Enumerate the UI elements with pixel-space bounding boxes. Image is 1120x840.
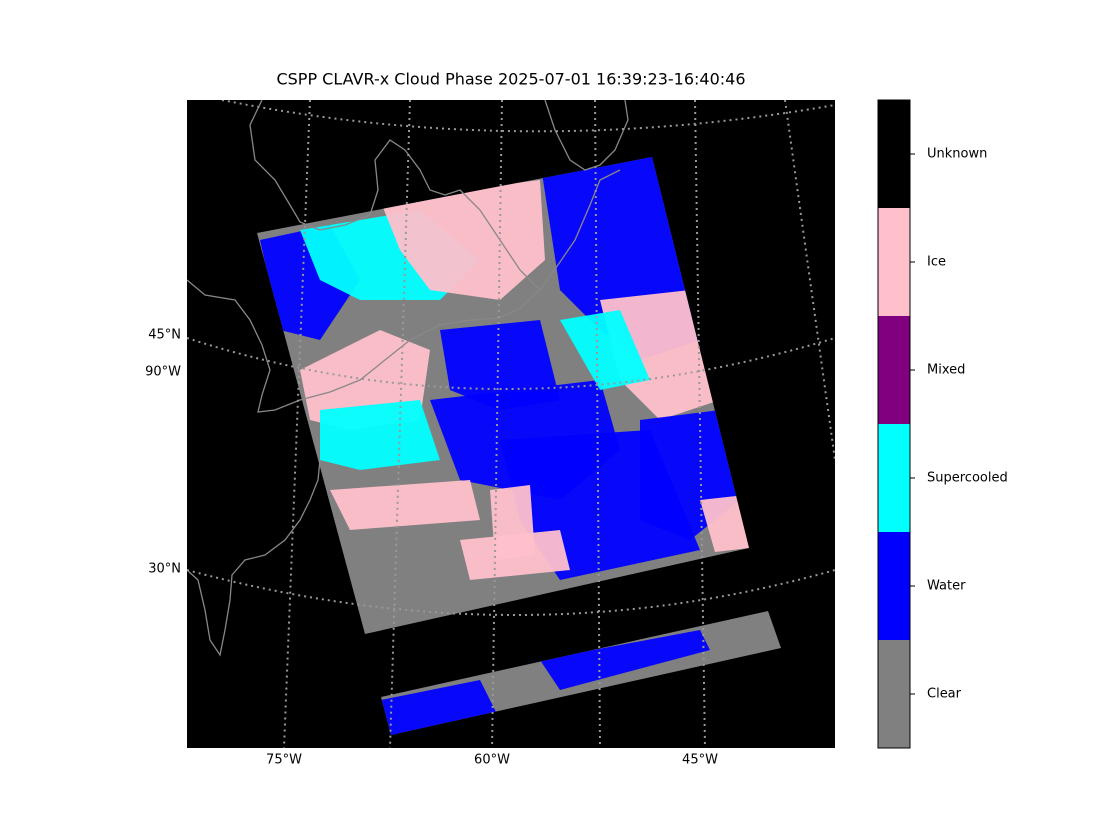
colorbar-label: Mixed	[927, 363, 965, 378]
colorbar-segment	[878, 100, 910, 208]
lat-label: 90°W	[145, 365, 181, 380]
cloud-phase-region	[320, 400, 440, 470]
cloud-phase-region	[700, 495, 749, 552]
cloud-phase-region	[380, 180, 545, 300]
colorbar-label: Unknown	[927, 147, 987, 162]
colorbar-segment	[878, 532, 910, 640]
cloud-phase-region	[560, 310, 650, 390]
cloud-phase-region	[540, 630, 710, 690]
cloud-phase-region	[460, 530, 570, 580]
colorbar-label: Ice	[927, 255, 946, 270]
colorbar-label: Water	[927, 579, 966, 594]
lon-label: 60°W	[474, 753, 510, 768]
colorbar-frame	[877, 99, 911, 749]
lat-label: 45°N	[148, 328, 181, 343]
cloud-phase-region	[330, 480, 480, 530]
colorbar-segment	[878, 640, 910, 748]
lon-label: 75°W	[266, 753, 302, 768]
colorbar-segment	[878, 424, 910, 532]
colorbar-label: Supercooled	[927, 471, 1008, 486]
graticule	[187, 100, 835, 748]
colorbar-segment	[878, 316, 910, 424]
lat-label: 30°N	[148, 562, 181, 577]
coastline	[187, 100, 629, 657]
colorbar-segment	[878, 208, 910, 316]
lon-label: 45°W	[682, 753, 718, 768]
map-title: CSPP CLAVR-x Cloud Phase 2025-07-01 16:3…	[276, 70, 745, 89]
cloud-phase-region	[600, 290, 720, 420]
colorbar-label: Clear	[927, 687, 962, 702]
